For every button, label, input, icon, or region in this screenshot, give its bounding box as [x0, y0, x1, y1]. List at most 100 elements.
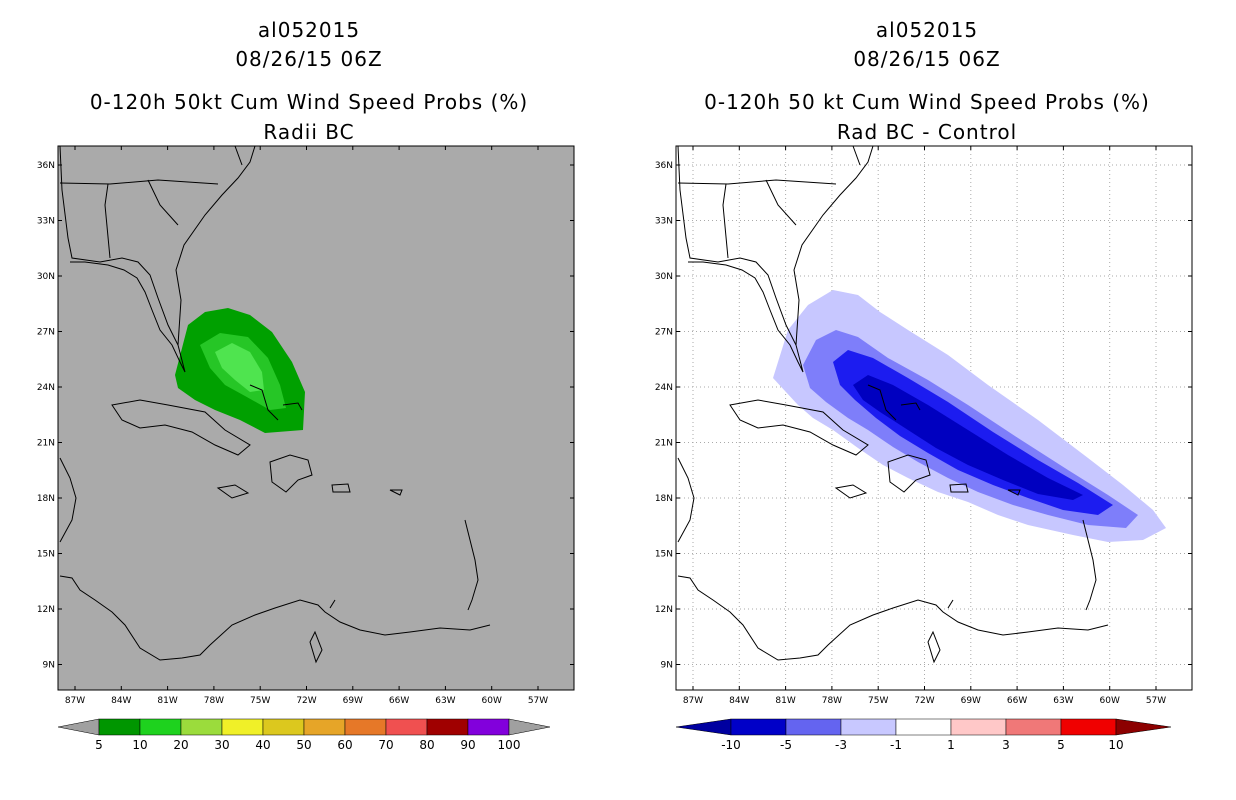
date-title: 08/26/15 06Z: [235, 47, 383, 71]
colorbar-box: [303, 718, 346, 736]
colorbar-end-arrow: [508, 718, 551, 736]
diff-contour-minus10: [853, 375, 1083, 500]
right-panel: al052015 08/26/15 06Z 0-120h 50 kt Cum W…: [618, 0, 1236, 800]
lat-label: 21N: [655, 439, 673, 449]
colorbar-label: 1: [947, 738, 955, 752]
map-frame: [675, 145, 1193, 691]
colorbar-label: 10: [132, 738, 147, 752]
lon-label: 84W: [111, 696, 131, 706]
colorbar-label: 5: [95, 738, 103, 752]
lon-label: 69W: [961, 696, 981, 706]
colorbar-box: [1060, 718, 1117, 736]
lat-label: 30N: [655, 272, 673, 282]
lat-label: 30N: [37, 272, 55, 282]
colorbar-box: [180, 718, 223, 736]
experiment-title: Radii BC: [263, 120, 355, 144]
lon-label: 63W: [435, 696, 455, 706]
colorbar-box: [221, 718, 264, 736]
lat-label: 18N: [37, 494, 55, 504]
colorbar-label: 60: [337, 738, 352, 752]
colorbar-label: 30: [214, 738, 229, 752]
lat-label: 24N: [37, 383, 55, 393]
lon-label: 81W: [775, 696, 795, 706]
lat-label: 9N: [661, 661, 673, 671]
lat-label: 27N: [37, 328, 55, 338]
colorbar-end-arrow: [1115, 718, 1172, 736]
colorbar-box: [344, 718, 387, 736]
lat-label: 27N: [655, 328, 673, 338]
colorbar-label: 5: [1057, 738, 1065, 752]
lon-label: 78W: [822, 696, 842, 706]
colorbar: 5 10 20 30 40 50 60 70 80 90 100: [57, 718, 551, 752]
colorbar-label: 100: [498, 738, 521, 752]
lat-label: 36N: [655, 161, 673, 171]
lat-label: 33N: [655, 217, 673, 227]
colorbar-box: [785, 718, 842, 736]
colorbar-label: -3: [835, 738, 847, 752]
lon-label: 57W: [1146, 696, 1166, 706]
coastlines: [59, 146, 491, 664]
colorbar-label: 20: [173, 738, 188, 752]
lon-label: 78W: [204, 696, 224, 706]
map-frame: [57, 145, 575, 691]
colorbar-start-arrow: [675, 718, 732, 736]
lat-label: 24N: [655, 383, 673, 393]
axis-ticks: 36N 33N 30N 27N 24N 21N 18N 15N 12N 9N 87W 84W 81W 78…: [37, 146, 574, 706]
product-title: 0-120h 50kt Cum Wind Speed Probs (%): [89, 90, 529, 114]
colorbar: -10 -5 -3 -1 1 3 5 10: [675, 718, 1172, 752]
lon-label: 87W: [683, 696, 703, 706]
colorbar-label: 50: [296, 738, 311, 752]
colorbar-label: 80: [419, 738, 434, 752]
colorbar-label: 3: [1002, 738, 1010, 752]
lon-label: 87W: [65, 696, 85, 706]
lon-label: 69W: [343, 696, 363, 706]
colorbar-label: 10: [1108, 738, 1123, 752]
colorbar-label: -10: [721, 738, 741, 752]
lon-label: 60W: [482, 696, 502, 706]
lon-label: 81W: [157, 696, 177, 706]
colorbar-box: [98, 718, 141, 736]
lon-label: 63W: [1053, 696, 1073, 706]
colorbar-label: 70: [378, 738, 393, 752]
colorbar-box: [950, 718, 1007, 736]
left-panel: al052015 08/26/15 06Z 0-120h 50kt Cum Wi…: [37, 18, 575, 752]
map-background: [58, 146, 574, 690]
lon-label: 72W: [914, 696, 934, 706]
colorbar-box: [1005, 718, 1062, 736]
lon-label: 57W: [528, 696, 548, 706]
lat-label: 15N: [655, 550, 673, 560]
prob-contour-20: [215, 343, 264, 392]
colorbar-label: 90: [460, 738, 475, 752]
lat-label: 12N: [37, 605, 55, 615]
colorbar-label: -5: [780, 738, 792, 752]
experiment-title: Rad BC - Control: [836, 120, 1018, 144]
lat-label: 33N: [37, 217, 55, 227]
colorbar-box: [730, 718, 787, 736]
axis-ticks: 36N 33N 30N 27N 24N 21N 18N 15N 12N 9N 87W 84W 81W 78…: [655, 146, 1192, 706]
lon-label: 75W: [250, 696, 270, 706]
colorbar-box: [840, 718, 897, 736]
lat-label: 21N: [37, 439, 55, 449]
product-title: 0-120h 50 kt Cum Wind Speed Probs (%): [704, 90, 1150, 114]
colorbar-box: [895, 718, 952, 736]
colorbar-box: [139, 718, 182, 736]
coastlines: [677, 146, 1109, 664]
lat-label: 12N: [655, 605, 673, 615]
lon-label: 75W: [868, 696, 888, 706]
colorbar-box: [262, 718, 305, 736]
lon-label: 66W: [1007, 696, 1027, 706]
colorbar-box: [385, 718, 428, 736]
lat-label: 36N: [37, 161, 55, 171]
lat-label: 18N: [655, 494, 673, 504]
colorbar-box: [467, 718, 510, 736]
lon-label: 60W: [1100, 696, 1120, 706]
storm-id-title: al052015: [875, 18, 979, 42]
lon-label: 84W: [729, 696, 749, 706]
colorbar-label: -1: [890, 738, 902, 752]
lat-label: 15N: [37, 550, 55, 560]
left-map: 36N 33N 30N 27N 24N 21N 18N 15N 12N 9N 87W 84W 81W 78…: [37, 145, 575, 752]
colorbar-box: [426, 718, 469, 736]
colorbar-label: 40: [255, 738, 270, 752]
lon-label: 72W: [296, 696, 316, 706]
lon-label: 66W: [389, 696, 409, 706]
